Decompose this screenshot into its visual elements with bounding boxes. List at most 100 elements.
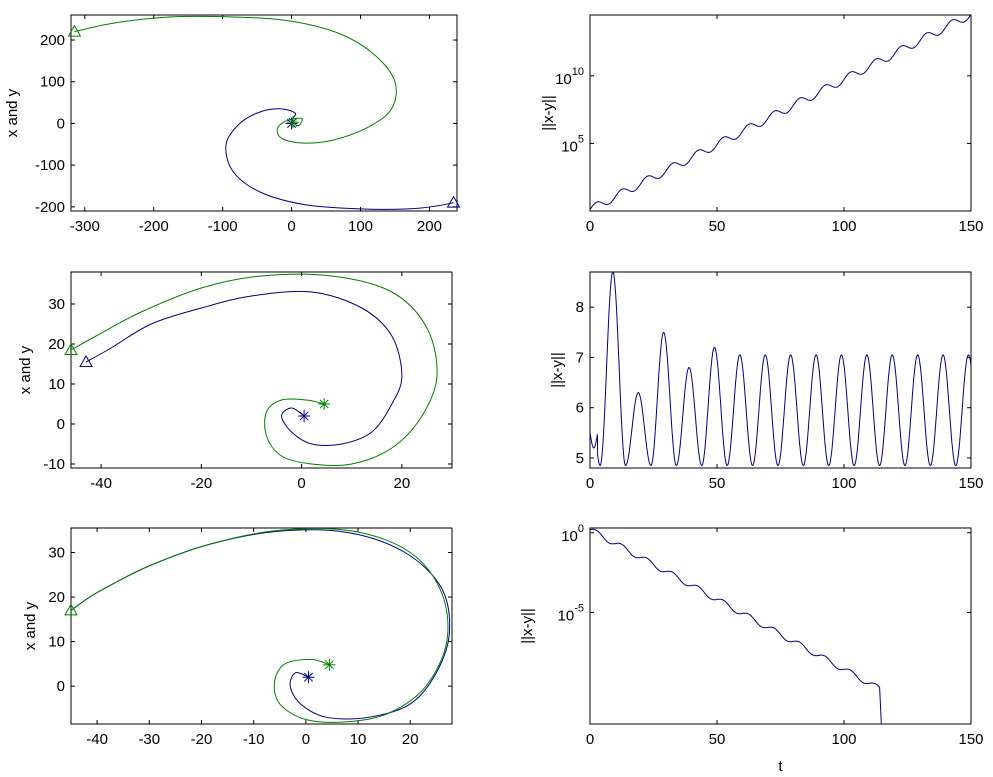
x-tick-label: 0 — [586, 731, 594, 748]
series-line-2 — [71, 528, 449, 723]
x-tick-label: 100 — [831, 475, 856, 492]
y-tick-base: 10 — [555, 71, 572, 88]
y-tick-label: 10 — [48, 376, 65, 393]
x-tick-label: 50 — [709, 218, 726, 235]
start-marker-asterisk-stroke — [299, 411, 309, 421]
end-marker-triangle — [446, 195, 461, 208]
y-tick-label: 20 — [48, 589, 65, 606]
y-tick-label: 8 — [576, 299, 584, 316]
y-tick-base: 10 — [558, 607, 575, 624]
x-tick-label: 100 — [831, 731, 856, 748]
x-tick-label: 150 — [958, 731, 983, 748]
start-marker-asterisk-stroke — [303, 672, 314, 682]
series-line-1 — [85, 290, 403, 446]
start-marker-asterisk — [318, 398, 331, 410]
x-tick-label: -30 — [138, 731, 160, 748]
x-tick-label: -40 — [90, 475, 112, 492]
plot-area — [590, 528, 882, 724]
y-tick-base: 10 — [561, 528, 578, 545]
y-axis-label: ||x-y|| — [519, 608, 536, 644]
x-tick-label: 100 — [831, 218, 856, 235]
series-line-2 — [71, 273, 438, 467]
y-tick-label: 20 — [48, 336, 65, 353]
x-tick-label: -10 — [243, 731, 265, 748]
x-tick-label: 100 — [348, 218, 373, 235]
x-tick-label: 20 — [402, 731, 419, 748]
y-tick-exponent: 0 — [578, 523, 584, 535]
x-tick-label: 150 — [958, 218, 983, 235]
start-marker-asterisk — [302, 671, 315, 684]
x-tick-label: 0 — [302, 731, 310, 748]
y-tick-label: -200 — [35, 199, 65, 216]
end-marker-triangle — [64, 603, 78, 616]
y-tick-label: 10 — [48, 634, 65, 651]
series-line-1 — [225, 108, 454, 210]
axes-frame — [589, 271, 972, 469]
y-tick-label: 1010 — [555, 66, 584, 88]
series-line-2 — [74, 15, 397, 144]
x-tick-label: -20 — [191, 731, 213, 748]
start-marker-asterisk — [298, 410, 311, 422]
y-tick-label: 0 — [57, 678, 65, 695]
axes-frame — [70, 527, 453, 725]
subplot-p4: 0 50 100 150 5 6 7 8 ||x-y|| — [549, 271, 984, 492]
plot-area — [590, 272, 971, 467]
x-tick-label: 200 — [417, 218, 442, 235]
y-tick-label: 30 — [48, 296, 65, 313]
y-tick-label: 100 — [561, 523, 584, 545]
y-tick-exponent: -5 — [574, 602, 584, 614]
start-marker-asterisk-stroke — [319, 399, 329, 409]
subplot-p1: -300 -200 -100 0 100 200 -200 -100 0 100 200 x and … — [4, 14, 461, 235]
y-tick-label: 100 — [40, 74, 65, 91]
x-tick-label: 10 — [350, 731, 367, 748]
start-marker-asterisk — [286, 116, 299, 129]
plot-area — [71, 528, 451, 723]
y-tick-label: 10-5 — [558, 602, 584, 624]
y-tick-label: -10 — [43, 456, 65, 473]
y-tick-label: 5 — [576, 450, 584, 467]
y-axis-label: x and y — [4, 88, 21, 137]
start-marker-asterisk-stroke — [324, 660, 334, 670]
y-tick-label: 200 — [40, 32, 65, 49]
x-tick-label: 150 — [958, 475, 983, 492]
y-tick-label: 6 — [576, 400, 584, 417]
y-tick-label: 7 — [576, 349, 584, 366]
plot-area — [590, 15, 971, 210]
series-line-1 — [590, 528, 882, 724]
end-marker-triangle — [79, 354, 93, 367]
y-tick-label: 105 — [561, 133, 584, 155]
y-tick-exponent: 10 — [572, 66, 584, 78]
start-marker-asterisk-stroke — [288, 117, 298, 127]
plot-area — [71, 273, 438, 467]
x-tick-label: -200 — [139, 218, 169, 235]
end-marker-triangle — [67, 24, 82, 37]
x-tick-label: 20 — [394, 475, 411, 492]
y-axis-label: x and y — [17, 345, 34, 394]
x-tick-label: 0 — [586, 475, 594, 492]
series-line-1 — [590, 272, 971, 467]
x-tick-label: 0 — [297, 475, 305, 492]
axes-frame — [70, 271, 453, 469]
x-tick-label: -40 — [86, 731, 108, 748]
y-axis-label: x and y — [22, 601, 39, 650]
x-tick-label: 0 — [287, 218, 295, 235]
x-tick-label: 50 — [709, 731, 726, 748]
y-tick-exponent: 5 — [578, 133, 584, 145]
x-tick-label: 50 — [709, 475, 726, 492]
x-tick-label: -100 — [208, 218, 238, 235]
y-axis-label: ||x-y|| — [549, 352, 566, 388]
x-tick-label: -300 — [70, 218, 100, 235]
plot-area — [74, 15, 454, 210]
start-marker-asterisk — [323, 658, 336, 671]
y-tick-label: -100 — [35, 157, 65, 174]
y-axis-label: ||x-y|| — [540, 95, 557, 131]
subplot-p3: -40 -20 0 20 -10 0 10 20 30 x and y — [17, 271, 453, 492]
subplot-p5: -40 -30 -20 -10 0 10 20 0 10 20 30 x and y — [22, 527, 453, 748]
y-tick-base: 10 — [561, 138, 578, 155]
y-tick-label: 0 — [57, 115, 65, 132]
